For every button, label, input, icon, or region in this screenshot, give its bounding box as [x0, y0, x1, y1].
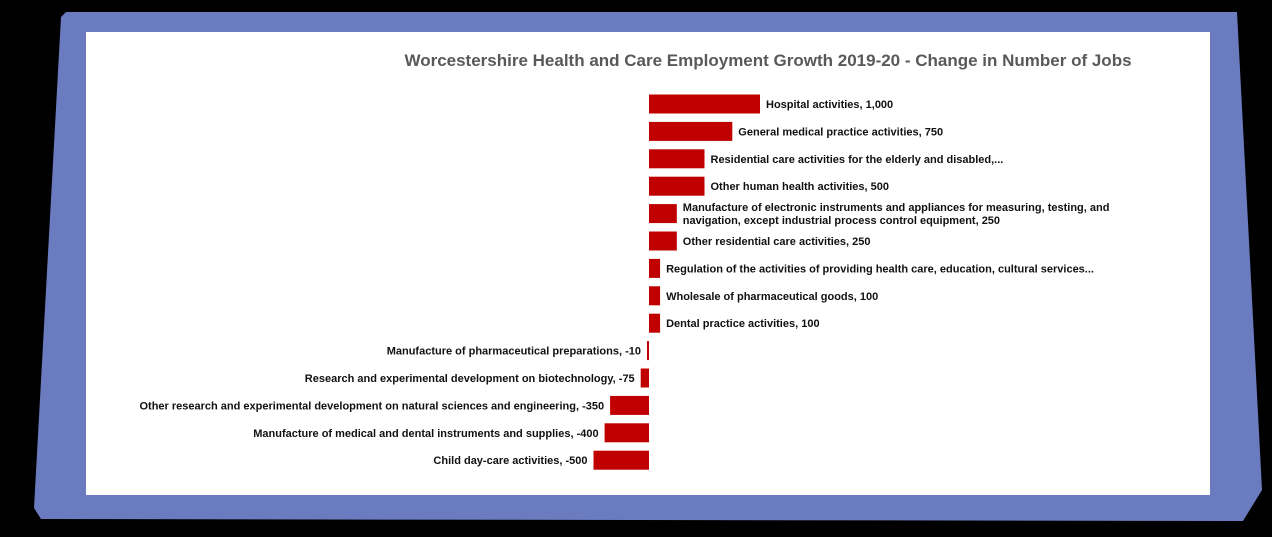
bar-1 [649, 121, 733, 141]
bar-4 [649, 204, 677, 224]
data-label-3: Other human health activities, 500 [711, 181, 890, 193]
bar-11 [610, 395, 649, 415]
data-label-13: Child day-care activities, -500 [433, 455, 587, 467]
chart-title: Worcestershire Health and Care Employmen… [404, 51, 1132, 70]
bar-12 [604, 423, 649, 443]
data-label-5: Other residential care activities, 250 [683, 236, 871, 248]
data-label-0: Hospital activities, 1,000 [766, 99, 893, 111]
data-label-8: Dental practice activities, 100 [666, 318, 819, 330]
bar-3 [649, 176, 705, 196]
bar-9 [647, 341, 649, 361]
data-label-2: Residential care activities for the elde… [711, 154, 1004, 166]
bar-0 [649, 94, 760, 114]
data-label-6: Regulation of the activities of providin… [666, 263, 1094, 275]
bar-6 [649, 258, 661, 278]
data-label-9: Manufacture of pharmaceutical preparatio… [387, 346, 641, 358]
bar-chart: Hospital activities, 1,000 General medica… [139, 94, 1110, 470]
bar-8 [649, 313, 661, 333]
data-label-11: Other research and experimental developm… [139, 400, 604, 412]
bar-2 [649, 149, 705, 169]
bar-10 [640, 368, 649, 388]
data-label-1: General medical practice activities, 750 [738, 126, 943, 138]
data-label-4: Manufacture of electronic instruments an… [683, 202, 1110, 227]
bar-5 [649, 231, 677, 251]
data-label-12: Manufacture of medical and dental instru… [253, 428, 598, 440]
bar-7 [649, 286, 661, 306]
data-label-7: Wholesale of pharmaceutical goods, 100 [666, 291, 878, 303]
data-label-10: Research and experimental development on… [305, 373, 635, 385]
bar-13 [593, 450, 649, 470]
plot-area: Worcestershire Health and Care Employmen… [86, 32, 1210, 495]
